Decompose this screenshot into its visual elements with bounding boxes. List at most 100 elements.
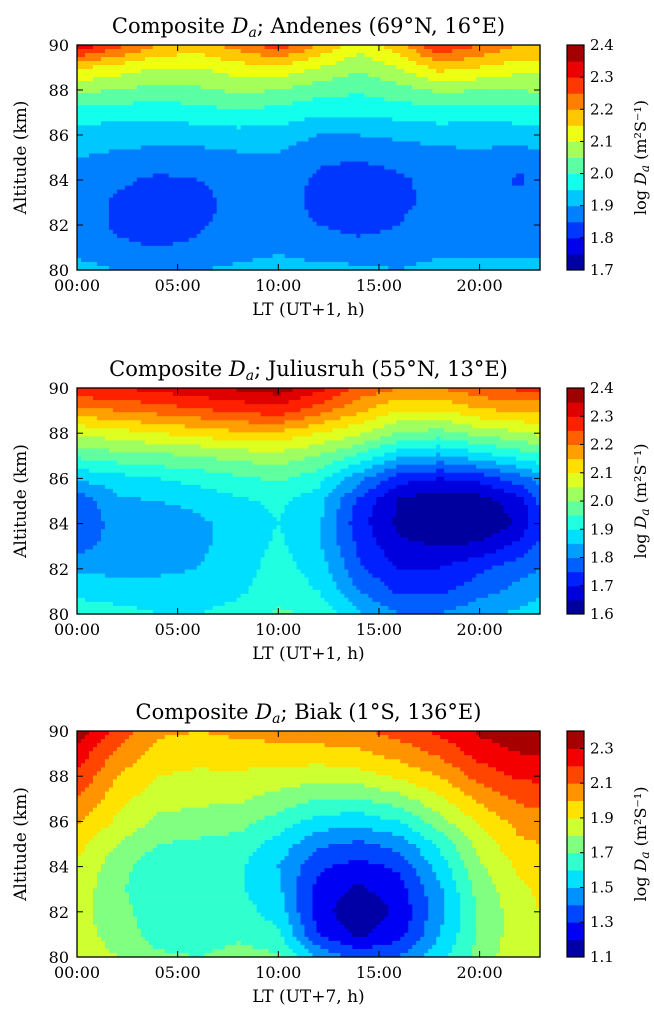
contour-cell (464, 190, 469, 195)
contour-cell (400, 178, 405, 183)
contour-cell (512, 117, 517, 122)
contour-cell (221, 149, 226, 154)
contour-cell (113, 69, 118, 74)
contour-cell (213, 105, 218, 110)
contour-cell (89, 93, 94, 98)
contour-cell (416, 69, 421, 74)
contour-cell (205, 57, 210, 62)
contour-cell (316, 53, 321, 58)
contour-cell (372, 194, 377, 199)
contour-cell (117, 49, 122, 54)
contour-cell (257, 53, 262, 58)
contour-cell (173, 61, 178, 66)
contour-cell (197, 153, 202, 158)
contour-cell (532, 129, 537, 134)
contour-cell (221, 194, 226, 199)
contour-cell (344, 97, 349, 102)
contour-cell (77, 202, 82, 207)
contour-cell (141, 57, 146, 62)
contour-cell (217, 174, 222, 179)
contour-cell (153, 85, 158, 90)
contour-cell (105, 194, 110, 199)
contour-cell (476, 170, 481, 175)
contour-cell (412, 158, 417, 163)
contour-cell (528, 129, 533, 134)
contour-cell (412, 73, 417, 78)
contour-cell (512, 153, 517, 158)
contour-cell (484, 166, 489, 171)
contour-cell (133, 109, 138, 114)
contour-cell (181, 145, 186, 150)
contour-cell (109, 174, 114, 179)
contour-cell (261, 166, 266, 171)
contour-cell (93, 109, 98, 114)
contour-cell (332, 113, 337, 118)
contour-cell (305, 149, 310, 154)
contour-cell (364, 178, 369, 183)
contour-cell (237, 57, 242, 62)
contour-cell (285, 101, 290, 106)
contour-cell (456, 178, 461, 183)
contour-cell (225, 113, 230, 118)
contour-cell (380, 93, 385, 98)
contour-cell (396, 166, 401, 171)
contour-cell (508, 69, 513, 74)
contour-cell (257, 81, 262, 86)
contour-cell (444, 178, 449, 183)
contour-cell (328, 121, 333, 126)
contour-cell (125, 81, 130, 86)
contour-cell (197, 202, 202, 207)
contour-cell (109, 45, 114, 50)
contour-cell (320, 93, 325, 98)
contour-cell (340, 133, 345, 138)
contour-cell (424, 133, 429, 138)
contour-cell (225, 210, 230, 215)
contour-cell (368, 85, 373, 90)
contour-cell (316, 158, 321, 163)
contour-cell (380, 145, 385, 150)
contour-cell (412, 57, 417, 62)
contour-cell (133, 113, 138, 118)
contour-cell (221, 190, 226, 195)
contour-cell (464, 97, 469, 102)
contour-cell (217, 153, 222, 158)
contour-cell (121, 178, 126, 183)
contour-cell (352, 121, 357, 126)
contour-cell (488, 45, 493, 50)
contour-cell (281, 117, 286, 122)
contour-cell (289, 89, 294, 94)
contour-cell (301, 153, 306, 158)
contour-cell (289, 194, 294, 199)
contour-cell (177, 162, 182, 167)
contour-cell (424, 45, 429, 50)
contour-cell (265, 113, 270, 118)
contour-cell (305, 109, 310, 114)
contour-cell (480, 53, 485, 58)
contour-cell (189, 109, 194, 114)
contour-cell (265, 149, 270, 154)
contour-cell (101, 174, 106, 179)
contour-cell (496, 101, 501, 106)
contour-cell (285, 121, 290, 126)
contour-cell (281, 57, 286, 62)
contour-cell (508, 198, 513, 203)
contour-cell (444, 141, 449, 146)
contour-cell (420, 45, 425, 50)
contour-cell (396, 81, 401, 86)
contour-cell (360, 214, 365, 219)
contour-cell (500, 153, 505, 158)
contour-cell (396, 210, 401, 215)
contour-cell (356, 73, 361, 78)
contour-cell (233, 190, 238, 195)
contour-cell (368, 162, 373, 167)
contour-cell (121, 69, 126, 74)
contour-cell (468, 202, 473, 207)
contour-cell (105, 45, 110, 50)
contour-cell (153, 174, 158, 179)
contour-cell (105, 117, 110, 122)
contour-cell (149, 89, 154, 94)
contour-cell (229, 202, 234, 207)
contour-cell (81, 93, 86, 98)
contour-cell (400, 61, 405, 66)
contour-cell (512, 149, 517, 154)
